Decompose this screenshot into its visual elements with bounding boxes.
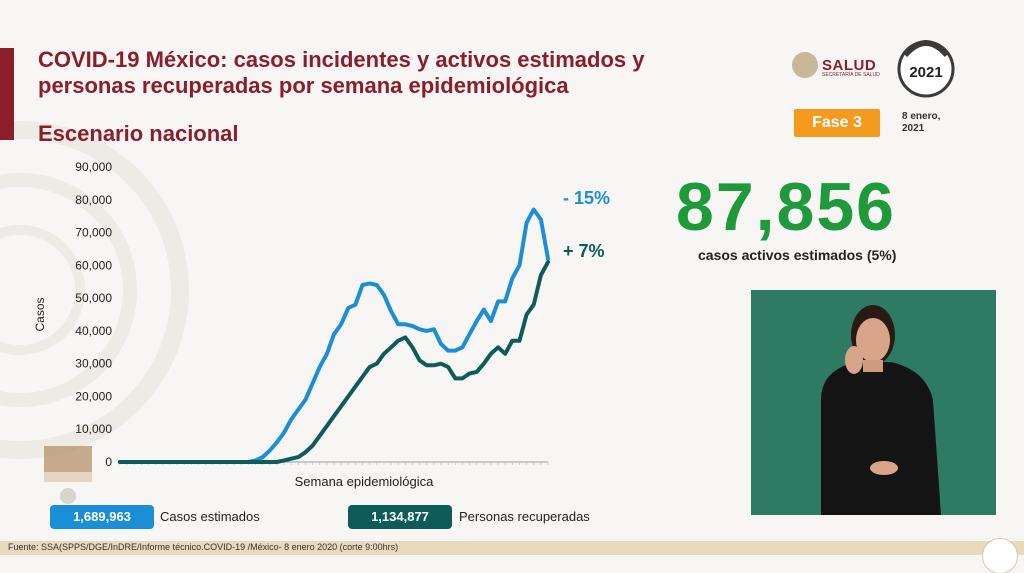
active-cases-label: casos activos estimados (5%) xyxy=(698,247,897,263)
salud-logo: SALUD xyxy=(792,52,876,78)
page-title: COVID-19 México: casos incidentes y acti… xyxy=(38,47,738,99)
title-line-2: personas recuperadas por semana epidemio… xyxy=(38,73,569,98)
active-cases-number: 87,856 xyxy=(676,169,896,245)
background-ornament xyxy=(0,121,189,459)
legend-recovered-label: Personas recuperadas xyxy=(459,509,590,524)
small-seal-icon xyxy=(60,488,76,504)
seal-year-text: 2021 xyxy=(909,64,942,81)
source-footnote: Fuente: SSA(SPPS/DGE/InDRE/Informe técni… xyxy=(8,542,399,552)
y-tick-label: 50,000 xyxy=(75,291,112,305)
cases-line-chart: 0 10,000 20,000 30,000 40,000 50,000 60,000 70,… xyxy=(33,160,550,489)
y-tick-label: 70,000 xyxy=(75,226,112,240)
legend-estimated-value: 1,689,963 xyxy=(50,505,154,529)
estimated-change-label: - 15% xyxy=(563,188,611,208)
x-axis-label: Semana epidemiológica xyxy=(295,474,435,489)
title-line-1: COVID-19 México: casos incidentes y acti… xyxy=(38,47,645,72)
recovered-change-label: + 7% xyxy=(563,241,605,261)
page-subtitle: Escenario nacional xyxy=(38,121,239,146)
legend-estimated-label: Casos estimados xyxy=(160,509,260,524)
sign-language-interpreter-video xyxy=(751,290,996,515)
y-tick-label: 60,000 xyxy=(75,258,112,272)
salud-brand-subtext: SECRETARÍA DE SALUD xyxy=(822,72,880,78)
legend-recovered-value: 1,134,877 xyxy=(348,505,452,529)
salud-brand-text: SALUD xyxy=(822,56,877,74)
y-tick-label: 40,000 xyxy=(75,324,112,338)
footer-bar xyxy=(0,541,1024,555)
report-date: 8 enero, 2021 xyxy=(902,111,941,134)
recovered-persons-line xyxy=(118,260,550,464)
y-axis-label: Casos xyxy=(33,297,47,331)
y-tick-label: 90,000 xyxy=(75,160,112,174)
y-tick-label: 80,000 xyxy=(75,193,112,207)
y-tick-label: 10,000 xyxy=(75,422,112,436)
salud-seal-icon xyxy=(792,52,818,78)
historical-figures-emblem xyxy=(44,440,92,482)
mexico-2021-seal-icon: 2021 xyxy=(897,40,955,98)
y-tick-label: 20,000 xyxy=(75,389,112,403)
estimated-cases-line xyxy=(118,207,550,464)
y-tick-label: 0 xyxy=(105,455,112,469)
phase-badge: Fase 3 xyxy=(794,109,880,137)
title-accent-bar xyxy=(0,48,14,140)
gobierno-de-mexico-logo xyxy=(982,538,1018,573)
y-tick-label: 30,000 xyxy=(75,357,112,371)
